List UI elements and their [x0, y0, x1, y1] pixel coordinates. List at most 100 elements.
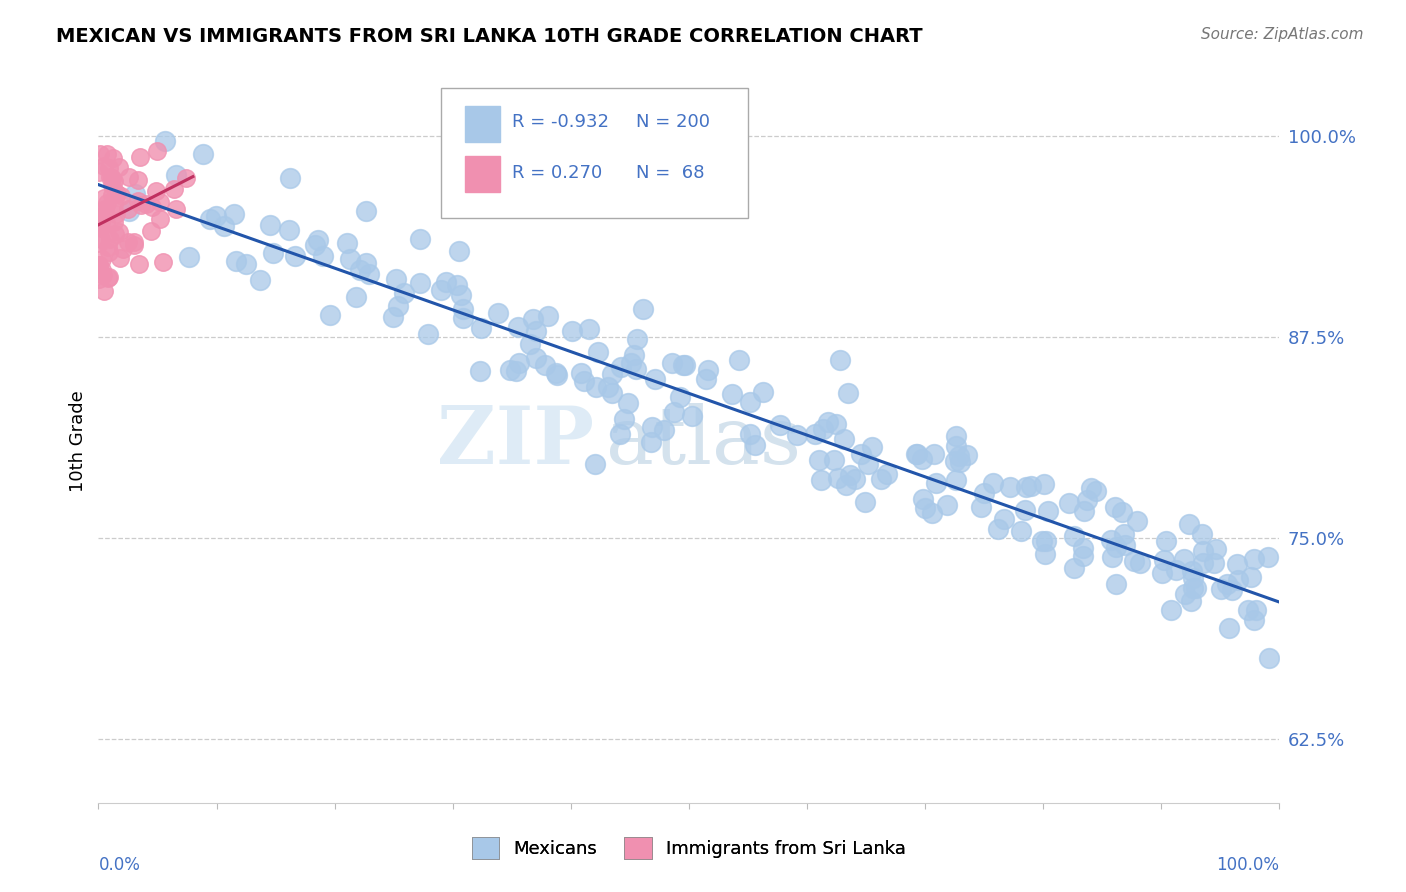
- Point: [803, 427, 825, 442]
- Point: [127, 173, 149, 187]
- Point: [91, 263, 114, 277]
- Point: [89, 164, 111, 178]
- Text: 0.0%: 0.0%: [98, 855, 141, 873]
- Point: [94, 202, 117, 216]
- Point: [149, 194, 172, 209]
- Point: [262, 246, 284, 260]
- Point: [921, 507, 943, 521]
- Point: [124, 237, 146, 252]
- Point: [1033, 547, 1056, 561]
- Point: [93, 190, 115, 204]
- Point: [97, 240, 120, 254]
- Point: [613, 412, 636, 426]
- Point: [851, 447, 873, 461]
- Point: [108, 252, 131, 266]
- Point: [970, 500, 993, 514]
- Point: [1019, 479, 1042, 493]
- Point: [174, 170, 197, 185]
- Text: ZIP: ZIP: [437, 402, 595, 481]
- Point: [212, 219, 235, 233]
- Point: [987, 522, 1010, 536]
- Point: [385, 272, 408, 286]
- Point: [1174, 587, 1197, 601]
- Point: [98, 245, 121, 260]
- Point: [1080, 481, 1102, 495]
- Point: [165, 202, 187, 216]
- Point: [152, 255, 174, 269]
- FancyBboxPatch shape: [464, 105, 501, 142]
- Point: [828, 352, 851, 367]
- Text: R = 0.270: R = 0.270: [512, 164, 602, 182]
- Point: [91, 268, 114, 282]
- Point: [1111, 505, 1133, 519]
- Point: [943, 454, 966, 468]
- Point: [697, 362, 720, 376]
- Point: [823, 453, 845, 467]
- Point: [769, 418, 792, 433]
- Point: [98, 270, 121, 285]
- Point: [672, 358, 695, 372]
- Point: [1204, 556, 1226, 570]
- Point: [641, 419, 664, 434]
- Point: [835, 478, 858, 492]
- Point: [728, 353, 751, 368]
- Point: [810, 473, 832, 487]
- Point: [949, 455, 972, 469]
- Point: [359, 267, 381, 281]
- Point: [945, 428, 967, 442]
- Text: atlas: atlas: [606, 402, 801, 481]
- Point: [1243, 551, 1265, 566]
- Text: R = -0.932: R = -0.932: [512, 113, 609, 131]
- Point: [108, 225, 131, 239]
- Point: [387, 299, 409, 313]
- Text: MEXICAN VS IMMIGRANTS FROM SRI LANKA 10TH GRADE CORRELATION CHART: MEXICAN VS IMMIGRANTS FROM SRI LANKA 10T…: [56, 27, 922, 45]
- Point: [235, 256, 257, 270]
- Point: [96, 146, 118, 161]
- Point: [193, 146, 215, 161]
- Point: [561, 324, 583, 338]
- Point: [811, 422, 834, 436]
- Point: [1209, 582, 1232, 597]
- Point: [1014, 503, 1036, 517]
- Point: [304, 237, 326, 252]
- Point: [1243, 613, 1265, 627]
- Point: [620, 356, 643, 370]
- Point: [486, 305, 509, 319]
- Point: [695, 372, 717, 386]
- Point: [506, 319, 529, 334]
- Point: [135, 197, 157, 211]
- Point: [1112, 527, 1135, 541]
- Point: [922, 447, 945, 461]
- Point: [104, 186, 127, 200]
- Point: [90, 232, 112, 246]
- Point: [1010, 524, 1032, 538]
- Point: [948, 449, 970, 463]
- Point: [90, 209, 112, 223]
- Point: [447, 244, 470, 259]
- FancyBboxPatch shape: [464, 156, 501, 193]
- Point: [669, 390, 692, 404]
- Point: [1205, 541, 1227, 556]
- Point: [98, 161, 121, 176]
- Point: [956, 448, 979, 462]
- Point: [87, 272, 110, 286]
- Point: [381, 310, 404, 325]
- Point: [911, 452, 934, 467]
- Point: [278, 223, 301, 237]
- Point: [204, 209, 226, 223]
- Point: [661, 356, 683, 370]
- Point: [94, 216, 117, 230]
- Point: [1101, 549, 1123, 564]
- Point: [1071, 549, 1094, 563]
- Point: [808, 453, 831, 467]
- Point: [817, 416, 839, 430]
- Point: [914, 501, 936, 516]
- Point: [981, 476, 1004, 491]
- Text: 100.0%: 100.0%: [1216, 855, 1279, 873]
- Point: [470, 321, 492, 335]
- Point: [416, 326, 439, 341]
- Point: [609, 360, 631, 375]
- Point: [409, 232, 432, 246]
- Point: [508, 356, 530, 370]
- Point: [1181, 564, 1204, 578]
